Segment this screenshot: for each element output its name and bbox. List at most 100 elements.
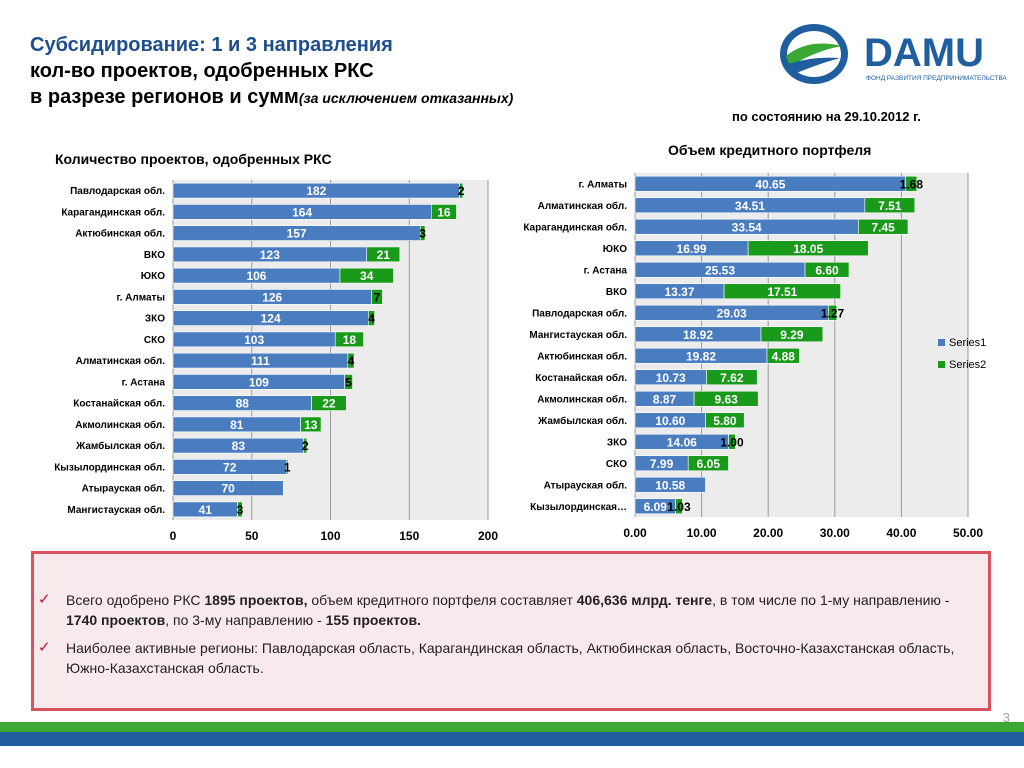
bar-series2-label: 22 bbox=[322, 397, 336, 411]
check-icon: ✓ bbox=[38, 591, 51, 608]
footer-blue-bar bbox=[0, 732, 1024, 746]
category-label: ВКО bbox=[144, 250, 165, 261]
bar-series1-label: 124 bbox=[261, 312, 281, 326]
bar-series1-label: 14.06 bbox=[667, 435, 697, 449]
bar-series1 bbox=[634, 476, 706, 493]
bar-series1 bbox=[172, 480, 284, 496]
bar-series2-label: 3 bbox=[237, 503, 244, 517]
bar-series2 bbox=[347, 352, 355, 369]
summary-run-3: 406,636 млрд. тенге bbox=[576, 592, 713, 608]
bar-series1-label: 6.09 bbox=[644, 500, 668, 514]
category-label: ЗКО bbox=[145, 314, 165, 325]
summary-item-2: ✓ Наиболее активные регионы: Павлодарска… bbox=[38, 638, 970, 678]
bar-series2 bbox=[371, 289, 383, 305]
bar-series2-label: 21 bbox=[377, 248, 391, 262]
summary-item-1-text: Всего одобрено РКС 1895 проектов, объем … bbox=[50, 590, 970, 630]
bar-series2 bbox=[747, 240, 869, 257]
bar-series2-label: 7 bbox=[374, 290, 381, 304]
category-label: Атырауская обл. bbox=[544, 479, 628, 491]
category-label: г. Астана bbox=[584, 265, 628, 276]
bar-series2 bbox=[864, 197, 916, 214]
bar-series2 bbox=[459, 182, 464, 199]
bar-series1-label: 33.54 bbox=[732, 220, 762, 234]
category-label: Актюбинская обл. bbox=[75, 228, 165, 240]
bar-series1-label: 182 bbox=[306, 184, 326, 198]
bar-series2-label: 13 bbox=[304, 418, 318, 432]
category-label: ЮКО bbox=[603, 244, 627, 255]
bar-series1-label: 25.53 bbox=[705, 263, 735, 277]
category-label: Жамбылская обл. bbox=[537, 415, 627, 427]
bar-series2 bbox=[344, 374, 353, 390]
bar-series1-label: 18.92 bbox=[683, 328, 713, 342]
bar-series1-label: 13.37 bbox=[665, 285, 695, 299]
bar-series2 bbox=[760, 326, 824, 343]
category-label: Мангистауская обл. bbox=[67, 504, 165, 516]
category-label: Акмолинская обл. bbox=[75, 419, 165, 431]
x-tick-label: 150 bbox=[399, 529, 419, 543]
category-label: ЗКО bbox=[607, 437, 627, 448]
logo-subtitle: ФОНД РАЗВИТИЯ ПРЕДПРИНИМАТЕЛЬСТВА bbox=[866, 75, 1007, 82]
bar-series1-label: 164 bbox=[292, 205, 312, 219]
bar-series2-label: 17.51 bbox=[767, 285, 797, 299]
category-label: СКО bbox=[606, 459, 627, 470]
category-label: ЮКО bbox=[141, 271, 165, 282]
bar-series2-label: 9.63 bbox=[714, 392, 738, 406]
legend-swatch-2 bbox=[938, 361, 945, 368]
logo-wordmark: DAMU bbox=[864, 31, 984, 75]
bar-series1-label: 109 bbox=[249, 375, 269, 389]
title-line-1: Субсидирование: 1 и 3 направления bbox=[30, 34, 393, 56]
bar-series2 bbox=[723, 283, 841, 300]
category-label: Актюбинская обл. bbox=[537, 350, 627, 362]
bar-series1-label: 7.99 bbox=[650, 457, 674, 471]
bar-series2 bbox=[693, 390, 759, 407]
category-label: Павлодарская обл. bbox=[70, 185, 165, 197]
bar-series1-label: 106 bbox=[246, 269, 266, 283]
category-label: г. Алматы bbox=[116, 292, 165, 303]
bar-series2-label: 1.03 bbox=[667, 500, 691, 514]
bar-series2-label: 1 bbox=[284, 460, 291, 474]
bar-series2-label: 1.68 bbox=[900, 177, 924, 191]
category-label: Павлодарская обл. bbox=[532, 307, 627, 319]
bar-series1-label: 88 bbox=[236, 397, 250, 411]
category-label: ВКО bbox=[606, 287, 627, 298]
page-number: 3 bbox=[1002, 710, 1010, 725]
bar-series2 bbox=[828, 304, 838, 321]
bar-series2-label: 3 bbox=[419, 227, 426, 241]
x-tick-label: 30.00 bbox=[820, 526, 850, 540]
category-label: Жамбылская обл. bbox=[75, 440, 165, 452]
category-label: СКО bbox=[144, 335, 165, 346]
bar-series1-label: 72 bbox=[223, 460, 237, 474]
bar-series1-label: 111 bbox=[251, 354, 270, 368]
bar-series1-label: 70 bbox=[221, 482, 235, 496]
bar-series1-label: 10.58 bbox=[655, 478, 685, 492]
summary-run-0: Всего одобрено РКС bbox=[66, 592, 205, 608]
x-tick-label: 100 bbox=[320, 529, 340, 543]
category-label: Костанайская обл. bbox=[73, 398, 165, 410]
summary-item-1: ✓ Всего одобрено РКС 1895 проектов, объе… bbox=[38, 590, 970, 630]
bar-series2 bbox=[728, 433, 736, 450]
bar-series2 bbox=[687, 455, 729, 472]
bar-series2 bbox=[905, 175, 918, 192]
bar-series2-label: 9.29 bbox=[780, 328, 804, 342]
summary-box: ✓ Всего одобрено РКС 1895 проектов, объе… bbox=[31, 551, 991, 711]
bar-series2-label: 7.45 bbox=[872, 220, 896, 234]
bar-series2 bbox=[334, 331, 364, 348]
bar-series2-label: 34 bbox=[360, 269, 374, 283]
summary-run-6: , по 3-му направлению - bbox=[165, 612, 326, 628]
x-tick-label: 200 bbox=[478, 529, 498, 543]
x-tick-label: 20.00 bbox=[753, 526, 783, 540]
bar-series2 bbox=[766, 347, 800, 364]
bar-series2 bbox=[339, 267, 394, 284]
bar-series2-label: 2 bbox=[302, 439, 309, 453]
bar-series1-label: 157 bbox=[287, 227, 307, 241]
bar-series2 bbox=[311, 395, 347, 411]
bar-series1-label: 10.60 bbox=[655, 414, 685, 428]
summary-run-4: , в том числе по 1-му направлению - bbox=[712, 592, 950, 608]
title-line-2: кол-во проектов, одобренных РКС bbox=[30, 60, 374, 82]
bar-series2-label: 4 bbox=[368, 312, 375, 326]
bar-series2 bbox=[419, 225, 426, 241]
bar-series1-label: 41 bbox=[199, 503, 213, 517]
bar-series2-label: 2 bbox=[458, 184, 465, 198]
category-label: Кызылординская обл. bbox=[54, 461, 165, 473]
title-line-3-note: (за исключением отказанных) bbox=[298, 90, 514, 106]
